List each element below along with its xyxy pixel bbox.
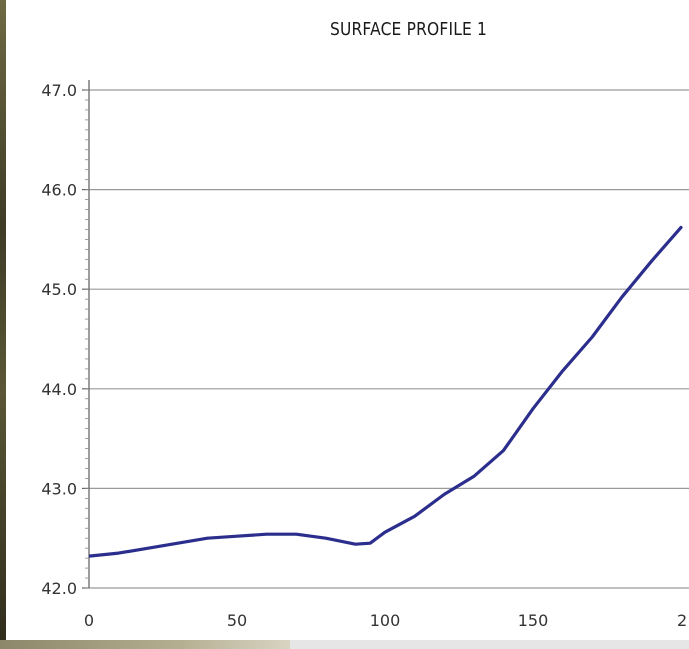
y-tick-label: 45.0 [41, 280, 77, 299]
x-tick-label: 50 [227, 611, 247, 630]
x-tick-label: 100 [370, 611, 401, 630]
window-frame-edge [0, 0, 6, 649]
x-tick-label: 150 [518, 611, 549, 630]
minor-ticks [85, 89, 89, 589]
window-frame-bottom-right [290, 640, 689, 649]
y-tick-label: 44.0 [41, 380, 77, 399]
series-line-0 [89, 225, 683, 558]
axes [82, 80, 90, 589]
y-tick-label: 46.0 [41, 181, 77, 200]
tick-labels: 42.0 43.0 44.0 45.0 46.0 47.0 0 50 100 150 2 [41, 81, 687, 630]
y-tick-label: 43.0 [41, 479, 77, 498]
window-frame-bottom [0, 640, 290, 649]
series-layer [89, 225, 683, 558]
chart-title: SURFACE PROFILE 1 [330, 19, 488, 40]
y-tick-label: 42.0 [41, 579, 77, 598]
y-tick-label: 47.0 [41, 81, 77, 100]
gridlines [89, 89, 689, 589]
x-tick-label: 2 [677, 611, 687, 630]
x-tick-label: 0 [84, 611, 94, 630]
